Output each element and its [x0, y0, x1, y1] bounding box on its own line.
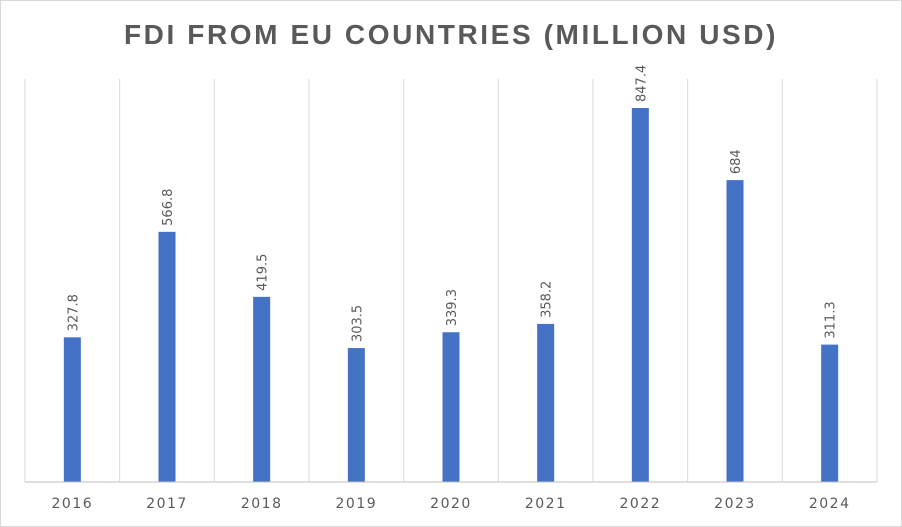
x-tick-label-2021: 2021 — [525, 496, 567, 512]
bar-2024 — [821, 344, 839, 482]
x-tick-label-2016: 2016 — [52, 496, 94, 512]
data-label-2024: 311.3 — [824, 301, 839, 338]
data-label-2020: 339.3 — [445, 289, 460, 326]
data-label-2022: 847.4 — [634, 65, 649, 102]
x-tick-label-2017: 2017 — [146, 496, 188, 512]
data-label-2023: 684 — [729, 149, 744, 174]
x-tick-label-2023: 2023 — [714, 496, 756, 512]
bar-2017 — [158, 231, 176, 482]
bar-2016 — [63, 337, 81, 482]
x-tick-label-2024: 2024 — [809, 496, 851, 512]
bar-2021 — [537, 323, 555, 482]
x-tick-label-2018: 2018 — [241, 496, 283, 512]
bar-2018 — [253, 296, 271, 482]
data-label-2019: 303.5 — [350, 305, 365, 342]
bar-2022 — [631, 108, 649, 482]
x-tick-label-2019: 2019 — [336, 496, 378, 512]
data-label-2021: 358.2 — [540, 281, 555, 318]
bar-2020 — [442, 332, 460, 482]
data-label-2018: 419.5 — [256, 254, 271, 291]
x-tick-label-2022: 2022 — [620, 496, 662, 512]
chart-title: FDI FROM EU COUNTRIES (MILLION USD) — [123, 19, 779, 50]
data-label-2016: 327.8 — [66, 294, 81, 331]
data-label-2017: 566.8 — [161, 189, 176, 226]
x-tick-label-2020: 2020 — [430, 496, 472, 512]
bar-2023 — [726, 180, 744, 483]
bar-2019 — [347, 348, 365, 482]
